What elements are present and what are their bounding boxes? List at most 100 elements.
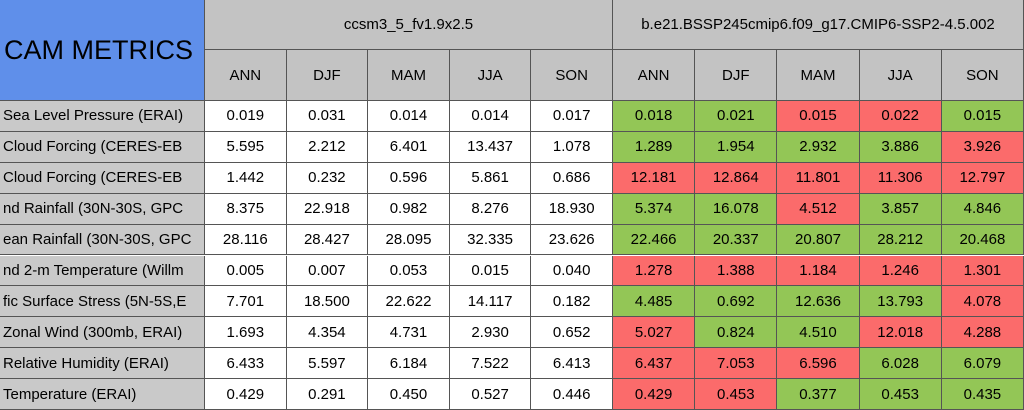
value-cell: 6.433 — [205, 348, 287, 380]
column-header: ANN — [205, 50, 287, 101]
value-cell: 3.926 — [941, 131, 1024, 163]
value-cell: 0.015 — [777, 101, 860, 132]
row-label: Cloud Forcing (CERES-EB — [0, 162, 205, 194]
value-cell: 22.918 — [286, 193, 369, 225]
value-cell: 3.857 — [859, 193, 942, 225]
value-cell: 0.018 — [613, 101, 696, 132]
value-cell: 32.335 — [449, 224, 532, 256]
value-cell: 0.007 — [286, 255, 369, 287]
value-cell: 0.014 — [449, 101, 532, 132]
value-cell: 1.278 — [613, 255, 696, 287]
column-header: ANN — [613, 50, 696, 101]
value-cell: 6.596 — [777, 348, 860, 380]
value-cell: 11.801 — [777, 162, 860, 194]
column-header: JJA — [859, 50, 942, 101]
value-cell: 3.886 — [859, 131, 942, 163]
value-cell: 6.184 — [368, 348, 450, 380]
value-cell: 28.427 — [286, 224, 369, 256]
value-cell: 4.485 — [613, 286, 696, 318]
value-cell: 0.596 — [368, 162, 450, 194]
value-cell: 18.930 — [531, 193, 613, 225]
value-cell: 12.864 — [695, 162, 778, 194]
value-cell: 6.079 — [941, 348, 1024, 380]
column-header: SON — [941, 50, 1024, 101]
value-cell: 1.184 — [777, 255, 860, 287]
value-cell: 13.437 — [449, 131, 532, 163]
value-cell: 22.622 — [368, 286, 450, 318]
value-cell: 0.982 — [368, 193, 450, 225]
value-cell: 0.014 — [368, 101, 450, 132]
row-label: Sea Level Pressure (ERAI) — [0, 101, 205, 132]
value-cell: 6.028 — [859, 348, 942, 380]
value-cell: 12.018 — [859, 317, 942, 349]
value-cell: 0.005 — [205, 255, 287, 287]
value-cell: 6.413 — [531, 348, 613, 380]
value-cell: 4.078 — [941, 286, 1024, 318]
row-label: fic Surface Stress (5N-5S,E — [0, 286, 205, 318]
column-header: MAM — [368, 50, 450, 101]
value-cell: 5.027 — [613, 317, 696, 349]
value-cell: 1.301 — [941, 255, 1024, 287]
row-label: Zonal Wind (300mb, ERAI) — [0, 317, 205, 349]
value-cell: 7.053 — [695, 348, 778, 380]
value-cell: 0.692 — [695, 286, 778, 318]
value-cell: 11.306 — [859, 162, 942, 194]
column-header: DJF — [286, 50, 369, 101]
value-cell: 0.446 — [531, 379, 613, 410]
value-cell: 20.807 — [777, 224, 860, 256]
value-cell: 4.512 — [777, 193, 860, 225]
value-cell: 5.597 — [286, 348, 369, 380]
row-label: Cloud Forcing (CERES-EB — [0, 131, 205, 163]
value-cell: 0.053 — [368, 255, 450, 287]
value-cell: 0.031 — [286, 101, 369, 132]
value-cell: 2.930 — [449, 317, 532, 349]
value-cell: 7.701 — [205, 286, 287, 318]
value-cell: 13.793 — [859, 286, 942, 318]
value-cell: 1.693 — [205, 317, 287, 349]
value-cell: 5.861 — [449, 162, 532, 194]
value-cell: 2.932 — [777, 131, 860, 163]
column-header: SON — [531, 50, 613, 101]
value-cell: 1.954 — [695, 131, 778, 163]
row-label: nd Rainfall (30N-30S, GPC — [0, 193, 205, 225]
value-cell: 12.636 — [777, 286, 860, 318]
value-cell: 0.015 — [941, 101, 1024, 132]
value-cell: 0.824 — [695, 317, 778, 349]
row-label: nd 2-m Temperature (Willm — [0, 255, 205, 287]
value-cell: 28.116 — [205, 224, 287, 256]
value-cell: 20.468 — [941, 224, 1024, 256]
value-cell: 20.337 — [695, 224, 778, 256]
row-label: Temperature (ERAI) — [0, 379, 205, 410]
row-label: ean Rainfall (30N-30S, GPC — [0, 224, 205, 256]
row-label: Relative Humidity (ERAI) — [0, 348, 205, 380]
value-cell: 1.388 — [695, 255, 778, 287]
value-cell: 0.450 — [368, 379, 450, 410]
value-cell: 22.466 — [613, 224, 696, 256]
value-cell: 0.022 — [859, 101, 942, 132]
value-cell: 6.401 — [368, 131, 450, 163]
value-cell: 16.078 — [695, 193, 778, 225]
value-cell: 4.846 — [941, 193, 1024, 225]
value-cell: 12.181 — [613, 162, 696, 194]
value-cell: 0.015 — [449, 255, 532, 287]
value-cell: 4.354 — [286, 317, 369, 349]
value-cell: 1.078 — [531, 131, 613, 163]
table-title: CAM METRICS — [0, 0, 205, 101]
value-cell: 0.021 — [695, 101, 778, 132]
column-header: DJF — [695, 50, 778, 101]
value-cell: 28.095 — [368, 224, 450, 256]
value-cell: 0.429 — [205, 379, 287, 410]
value-cell: 0.182 — [531, 286, 613, 318]
group-header: b.e21.BSSP245cmip6.f09_g17.CMIP6-SSP2-4.… — [613, 0, 1024, 50]
value-cell: 0.453 — [859, 379, 942, 410]
value-cell: 8.276 — [449, 193, 532, 225]
value-cell: 1.442 — [205, 162, 287, 194]
value-cell: 7.522 — [449, 348, 532, 380]
value-cell: 18.500 — [286, 286, 369, 318]
group-header: ccsm3_5_fv1.9x2.5 — [205, 0, 613, 50]
column-header: MAM — [777, 50, 860, 101]
value-cell: 14.117 — [449, 286, 532, 318]
value-cell: 0.652 — [531, 317, 613, 349]
value-cell: 0.527 — [449, 379, 532, 410]
